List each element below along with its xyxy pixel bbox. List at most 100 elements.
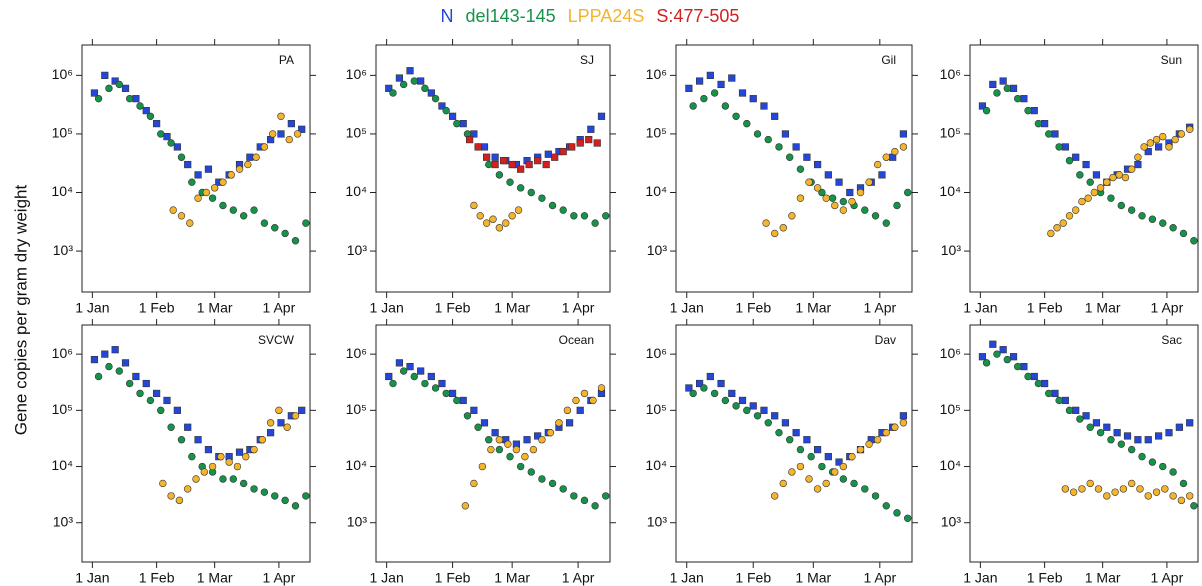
point [431,94,440,103]
point [1061,485,1070,493]
point [1061,396,1069,405]
point [1119,485,1128,493]
point [217,452,225,461]
point [999,346,1007,354]
point [993,89,1001,97]
point [121,359,130,367]
point [548,479,557,488]
panel-title: PA [279,53,294,67]
point [442,389,450,398]
plot-frame [969,324,1199,563]
point [753,412,762,420]
y-tick-label: 10³ [53,242,74,258]
x-tick-label: 1 Feb [735,300,771,316]
point [743,406,751,415]
x-tick-label: 1 Apr [562,300,595,316]
point [1138,452,1146,461]
point [482,219,491,227]
point [271,492,279,500]
point [1107,436,1115,444]
point [538,436,546,444]
point [504,440,512,448]
point [1144,147,1152,156]
point [700,94,708,103]
point [706,372,714,381]
point [685,384,693,392]
point [302,492,310,500]
point [865,178,873,186]
point [706,71,714,79]
x-tick-label: 1 Jan [670,300,704,316]
point [1059,219,1067,227]
point [1047,229,1055,238]
point [839,197,848,206]
point [878,171,886,179]
point [1121,173,1130,182]
x-tick-label: 1 Apr [863,570,896,586]
point [570,492,578,500]
point [576,139,584,147]
point [989,80,997,89]
point [1030,107,1038,115]
point [136,102,144,110]
point [1159,462,1167,471]
point [749,402,757,410]
point [1086,423,1094,431]
x-tick-label: 1 Feb [139,570,175,586]
point [1148,215,1157,223]
point [474,423,482,431]
point [717,379,725,388]
x-tick-label: 1 Feb [1027,570,1063,586]
point [779,224,787,232]
point [399,367,408,375]
point [252,153,260,161]
x-tick-label: 1 Apr [263,300,296,316]
point [559,206,567,214]
point [529,445,538,454]
point [250,485,258,493]
plot-frame [969,44,1199,293]
y-tick-label: 10⁶ [940,345,961,361]
point [893,509,901,517]
point [157,406,165,415]
point [177,436,186,444]
point [285,135,293,144]
point [587,125,595,133]
point [417,367,425,375]
point [173,143,181,151]
point [115,367,124,375]
point [689,389,697,398]
point [1159,219,1167,227]
point [105,84,113,93]
point [395,359,404,367]
point [796,445,805,454]
point [602,212,610,220]
point [695,379,704,388]
point [850,479,858,488]
point [1055,396,1063,405]
point [389,89,397,97]
point [399,80,408,89]
point [121,84,130,92]
point [163,396,171,405]
point [219,201,227,210]
point [1171,135,1179,144]
point [125,94,134,103]
point [728,389,736,398]
plot-frame [375,44,611,293]
point [839,475,848,483]
point [1082,412,1090,420]
y-tick-label: 10⁶ [646,345,667,361]
point [1186,492,1194,500]
point [186,219,194,227]
point [1111,488,1119,496]
point [576,406,584,414]
point [385,84,393,92]
point [1084,194,1092,202]
point [1055,143,1063,151]
point [1072,206,1080,214]
point [271,224,279,232]
point [1034,379,1043,388]
point [775,428,783,437]
point [188,452,196,461]
